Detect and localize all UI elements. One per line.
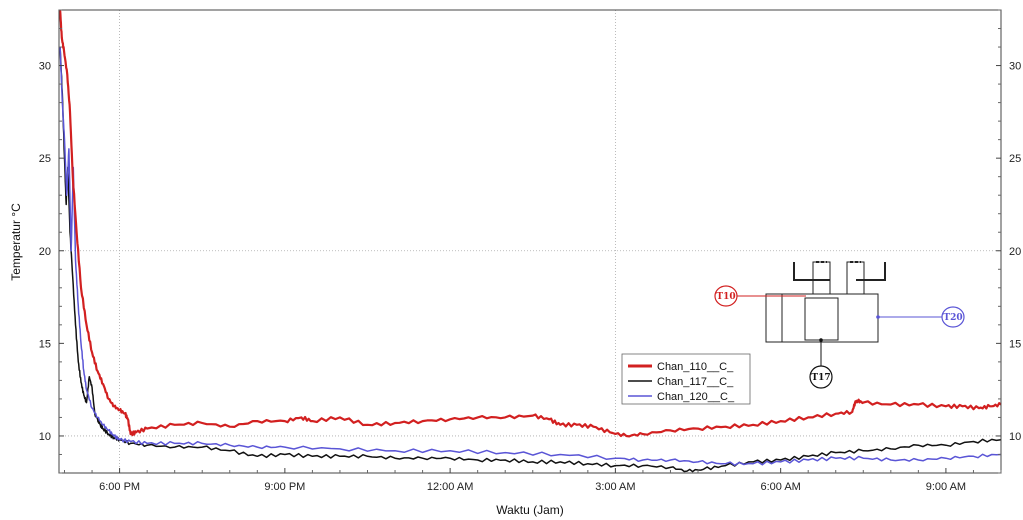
y-tick-label-left: 20 [39, 246, 51, 258]
series-line-chan-120-c [59, 46, 1002, 467]
sensor-t17-point [819, 338, 823, 342]
legend-label-chan-110: Chan_110__C_ [657, 361, 734, 373]
x-tick-label: 6:00 PM [99, 481, 140, 493]
sensor-t20-label: T20 [943, 313, 962, 323]
sensor-t20-marker [941, 306, 965, 328]
x-tick-label: 3:00 AM [595, 481, 635, 493]
legend-label-chan-117: Chan_117__C_ [657, 376, 734, 388]
sensor-schematic: T10 T20 T17 [714, 261, 965, 389]
sensor-t17-marker [809, 365, 833, 389]
legend-box [621, 353, 751, 405]
schematic-left-bracket [793, 262, 830, 281]
plot-frame [58, 9, 1002, 474]
y-tick-label-left: 30 [39, 61, 51, 73]
legend: Chan_110__C_ Chan_117__C_ Chan_120__C_ [621, 353, 751, 405]
x-tick-label: 9:00 PM [264, 481, 305, 493]
y-tick-label-right: 25 [1009, 153, 1021, 165]
x-axis-title: Waktu (Jam) [496, 503, 564, 517]
sensor-t10-marker [714, 285, 738, 307]
y-tick-label-right: 20 [1009, 246, 1021, 258]
series-lines [59, 9, 1002, 473]
schematic-right-bracket [856, 262, 886, 281]
y-axis-title: Temperatur °C [9, 203, 23, 281]
sensor-t10-label: T10 [716, 292, 735, 302]
series-line-chan-117-c [59, 46, 1002, 473]
gridlines [59, 10, 1001, 473]
y-tick-label-right: 30 [1009, 61, 1021, 73]
legend-label-chan-120: Chan_120__C_ [657, 391, 735, 403]
sensor-t17-label: T17 [811, 373, 830, 383]
y-tick-label-left: 25 [39, 153, 51, 165]
y-tick-label-right: 15 [1009, 338, 1021, 350]
y-tick-label-right: 10 [1009, 431, 1021, 443]
axis-ticks: 10 10 15 15 20 20 25 25 30 30 6:00 PM 9:00 PM 12:00 … [39, 9, 1021, 493]
series-line-chan-110-c [59, 9, 1002, 438]
sensor-t20-point [876, 315, 880, 319]
x-tick-label: 6:00 AM [760, 481, 800, 493]
x-tick-label: 12:00 AM [427, 481, 473, 493]
x-tick-label: 9:00 AM [926, 481, 966, 493]
y-tick-label-left: 15 [39, 338, 51, 350]
y-tick-label-left: 10 [39, 431, 51, 443]
